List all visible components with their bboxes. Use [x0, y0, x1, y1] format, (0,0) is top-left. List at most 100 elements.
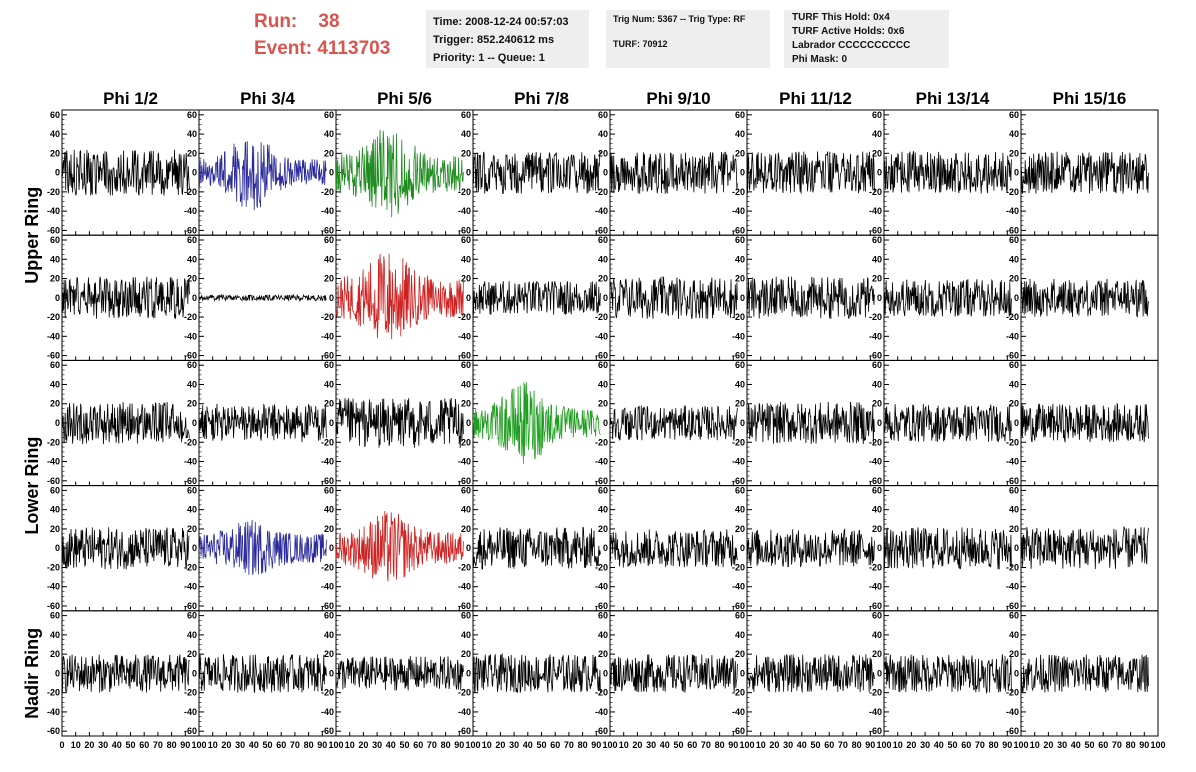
y-tick-label: -40 [321, 582, 334, 592]
y-tick-label: 40 [50, 505, 60, 515]
waveform-trace [746, 401, 875, 445]
y-tick-label: 60 [598, 110, 608, 120]
y-tick-label: -40 [184, 331, 197, 341]
y-tick-label: 20 [50, 148, 60, 158]
y-tick-label: -40 [869, 582, 882, 592]
column-title: Phi 7/8 [514, 89, 569, 108]
x-tick-label: 20 [358, 740, 368, 750]
x-tick-label: 20 [1043, 740, 1053, 750]
y-tick-label: 0 [740, 418, 745, 428]
waveform-trace [61, 276, 190, 319]
y-tick-label: 20 [50, 399, 60, 409]
x-tick-label: 40 [660, 740, 670, 750]
x-tick-label: 20 [84, 740, 94, 750]
y-tick-label: 20 [1009, 274, 1019, 284]
run-label: Run: 38 [254, 11, 340, 32]
x-tick-label: 10 [345, 740, 355, 750]
y-tick-label: 0 [603, 668, 608, 678]
y-tick-label: -40 [595, 331, 608, 341]
column-title: Phi 15/16 [1053, 89, 1127, 108]
y-tick-label: 0 [877, 293, 882, 303]
x-tick-label: 50 [125, 740, 135, 750]
y-tick-label: -20 [184, 562, 197, 572]
y-tick-label: 60 [324, 110, 334, 120]
event-label: Event: 4113703 [254, 38, 391, 59]
y-tick-label: 0 [466, 668, 471, 678]
x-tick-label: 70 [838, 740, 848, 750]
y-tick-label: -60 [869, 351, 882, 361]
y-tick-label: 20 [50, 524, 60, 534]
x-tick-label: 100 [1150, 740, 1165, 750]
y-tick-label: 40 [1009, 254, 1019, 264]
y-tick-label: 0 [1014, 543, 1019, 553]
y-tick-label: 60 [50, 235, 60, 245]
y-tick-label: -40 [184, 206, 197, 216]
y-tick-label: 60 [598, 360, 608, 370]
x-tick-label: 80 [1126, 740, 1136, 750]
y-tick-label: -40 [595, 457, 608, 467]
y-tick-label: 20 [187, 649, 197, 659]
x-tick-label: 60 [1098, 740, 1108, 750]
waveform-trace [883, 150, 1012, 194]
y-tick-label: -40 [1006, 457, 1019, 467]
y-tick-label: 20 [324, 274, 334, 284]
y-tick-label: -20 [1006, 437, 1019, 447]
x-tick-label: 60 [961, 740, 971, 750]
x-tick-label: 80 [578, 740, 588, 750]
y-tick-label: 20 [872, 649, 882, 659]
waveform-trace [609, 151, 738, 194]
y-tick-label: 40 [735, 505, 745, 515]
y-tick-label: 0 [466, 168, 471, 178]
x-tick-label: 90 [1002, 740, 1012, 750]
info-box-trig: Trig Num: 5367 -- Trig Type: RF TURF: 70… [606, 10, 770, 68]
y-tick-label: 40 [50, 129, 60, 139]
y-tick-label: 0 [55, 668, 60, 678]
waveform-trace [472, 151, 601, 195]
x-tick-label: 80 [167, 740, 177, 750]
x-tick-label: 30 [1057, 740, 1067, 750]
y-tick-label: -60 [321, 225, 334, 235]
y-tick-label: -20 [47, 312, 60, 322]
y-tick-label: 60 [598, 611, 608, 621]
y-tick-label: 60 [461, 235, 471, 245]
y-tick-label: 20 [187, 274, 197, 284]
y-tick-label: -20 [1006, 187, 1019, 197]
y-tick-label: -20 [184, 312, 197, 322]
y-tick-label: -40 [595, 206, 608, 216]
y-tick-label: 40 [1009, 505, 1019, 515]
turf-text: TURF: 70912 [613, 39, 668, 49]
x-tick-label: 30 [783, 740, 793, 750]
y-tick-label: 20 [461, 399, 471, 409]
waveform-trace [746, 276, 875, 320]
y-tick-label: -40 [321, 457, 334, 467]
x-tick-label: 90 [865, 740, 875, 750]
waveform-trace [883, 654, 1012, 695]
y-tick-label: 0 [740, 543, 745, 553]
ring-label: Upper Ring [22, 187, 42, 284]
x-tick-label: 10 [619, 740, 629, 750]
y-tick-label: 40 [598, 630, 608, 640]
panel-frame [609, 234, 748, 361]
x-tick-label: 50 [536, 740, 546, 750]
x-tick-label: 70 [975, 740, 985, 750]
y-tick-label: -60 [732, 225, 745, 235]
waveform-trace [198, 403, 327, 443]
waveform-trace [61, 527, 190, 570]
x-tick-label: 40 [249, 740, 259, 750]
y-tick-label: 40 [735, 630, 745, 640]
y-tick-label: -20 [321, 688, 334, 698]
y-tick-label: -40 [732, 582, 745, 592]
y-tick-label: 40 [872, 505, 882, 515]
y-tick-label: -40 [184, 582, 197, 592]
waveform-trace [883, 527, 1012, 570]
y-tick-label: -40 [184, 457, 197, 467]
x-tick-label: 10 [71, 740, 81, 750]
y-tick-label: 60 [872, 360, 882, 370]
y-tick-label: -60 [1006, 601, 1019, 611]
y-tick-label: 60 [187, 360, 197, 370]
y-tick-label: 40 [187, 254, 197, 264]
y-tick-label: 40 [324, 129, 334, 139]
y-tick-label: -60 [321, 476, 334, 486]
waveform-trace [61, 654, 190, 693]
waveform-trace [609, 654, 738, 693]
